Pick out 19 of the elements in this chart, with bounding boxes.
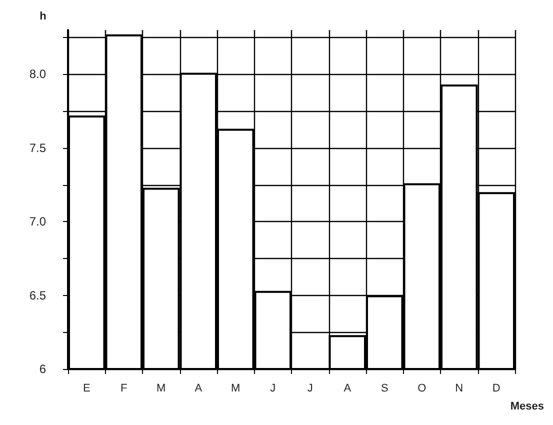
y-tick-label: 7.0 (29, 214, 46, 229)
y-tick-label: 8.0 (29, 67, 46, 82)
x-tick-label: S (380, 382, 388, 394)
y-tick-label: 6 (39, 362, 46, 376)
x-tick-label: M (231, 382, 240, 394)
x-tick-label: F (120, 382, 128, 394)
x-tick-label: J (270, 382, 276, 394)
x-tick-label: J (307, 382, 313, 394)
x-tick-label: A (344, 382, 352, 394)
y-tick-label: 6.5 (29, 288, 46, 302)
x-tick-label: N (455, 382, 464, 394)
x-tick-label: D (492, 382, 500, 394)
x-tick-label: O (418, 382, 427, 394)
x-tick-label: A (194, 382, 203, 394)
x-axis-title: Meses (510, 400, 544, 412)
y-axis-title: h (40, 10, 47, 22)
x-tick-label: E (82, 382, 90, 394)
y-tick-label: 7.5 (29, 140, 46, 155)
x-tick-label: M (156, 382, 166, 394)
